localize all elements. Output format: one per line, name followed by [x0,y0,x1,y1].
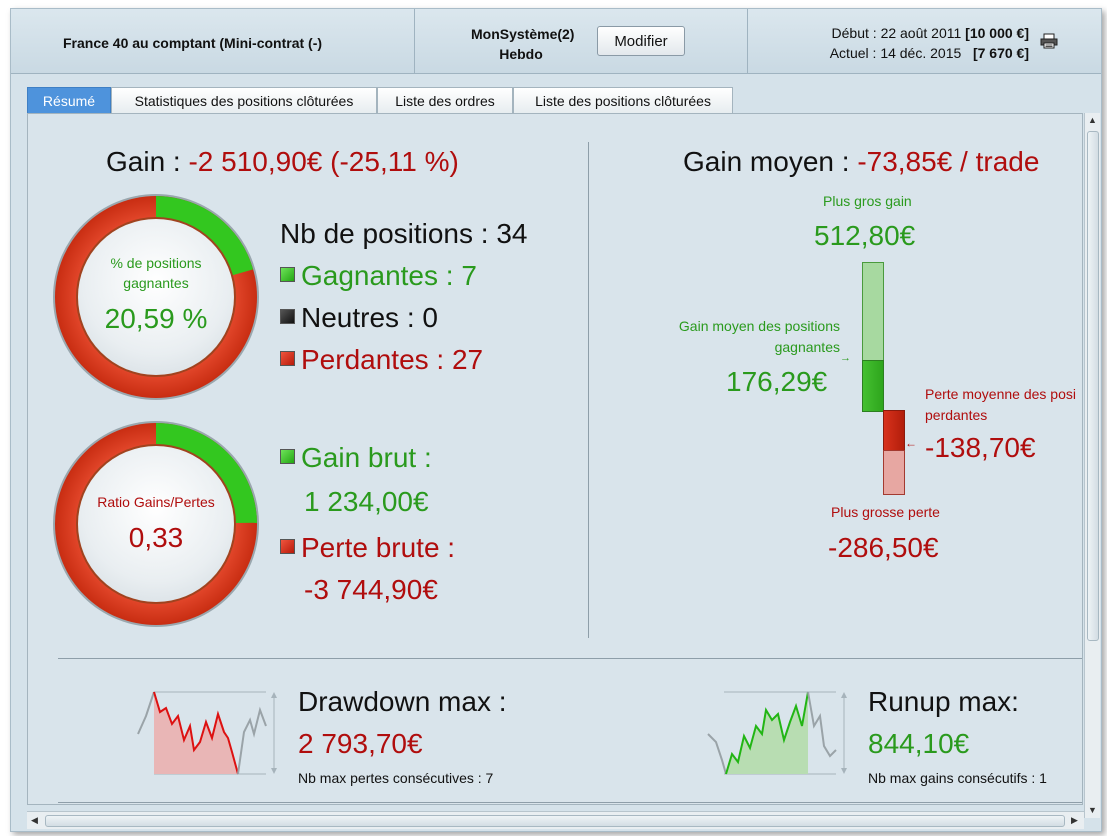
runup-value: 844,10€ [868,728,970,759]
win-rate-value: 20,59 % [104,303,208,334]
biggest-gain-bar [862,262,884,362]
tab-closed-stats[interactable]: Statistiques des positions clôturées [111,87,377,114]
scroll-left-icon[interactable]: ◀ [31,815,38,825]
average-loss-label-line2: perdantes [925,407,988,423]
modify-button[interactable]: Modifier [597,26,685,56]
neutral-swatch [280,309,295,325]
system-name: MonSystème(2) [471,26,575,42]
instrument-name: France 40 au comptant (Mini-contrat (-) [63,35,323,51]
vertical-scrollbar[interactable]: ▲ ▼ [1084,113,1100,818]
biggest-loss-bar [883,450,905,495]
drawdown-value: 2 793,70€ [298,728,423,759]
neutral-text: Neutres : 0 [301,302,438,333]
average-win-pointer: → [840,352,851,364]
gross-gain-label: Gain brut : [280,442,432,474]
system-period: Hebdo [499,46,543,62]
average-win-label-line1: Gain moyen des positions [678,318,840,334]
average-loss-bar [883,410,905,452]
average-win-label-line2: gagnantes [774,339,840,355]
horizontal-scroll-thumb[interactable] [45,815,1065,827]
vertical-scroll-thumb[interactable] [1087,131,1099,641]
gross-loss-label: Perte brute : [280,532,455,564]
scroll-right-icon[interactable]: ▶ [1071,815,1078,825]
losing-text: Perdantes : 27 [301,344,484,375]
win-rate-donut: % de positions gagnantes 20,59 % [51,192,261,402]
drawdown-label: Drawdown max : [298,686,507,717]
win-rate-label: % de positions gagnantes [110,255,202,291]
biggest-gain-value: 512,80€ [814,220,916,251]
biggest-gain-label: Plus gros gain [823,193,912,209]
runup-label: Runup max: [868,686,1019,717]
system-info: MonSystème(2) Hebdo [471,24,575,64]
start-label: Début : [831,25,877,41]
printer-icon[interactable] [1040,33,1058,49]
tab-orders[interactable]: Liste des ordres [377,87,513,114]
drawdown-consecutive: Nb max pertes consécutives : 7 [298,770,494,786]
winning-count: Gagnantes : 7 [280,260,477,292]
average-label: Gain moyen : [683,146,850,177]
losing-count: Perdantes : 27 [280,344,483,376]
date-info: Début : 22 août 2011 [10 000 €] Actuel :… [830,23,1029,63]
average-win-label: Gain moyen des positions gagnantes [628,316,840,358]
tab-resume[interactable]: Résumé [27,87,111,114]
horizontal-scrollbar[interactable]: ◀ ▶ [27,811,1084,829]
losing-swatch [280,351,295,367]
system-cell: MonSystème(2) Hebdo Modifier [415,9,748,73]
win-rate-center: % de positions gagnantes 20,59 % [78,219,234,375]
gain-label: Gain : [106,146,181,177]
start-date: 22 août 2011 [880,25,962,41]
current-value: [7 670 €] [972,45,1029,61]
gross-loss-value: -3 744,90€ [304,574,438,605]
tab-closed-positions[interactable]: Liste des positions clôturées [513,87,733,114]
gross-gain-swatch [280,449,295,465]
average-loss-label-line1: Perte moyenne des posi [925,386,1076,402]
ratio-label: Ratio Gains/Pertes [97,494,215,510]
start-value: [10 000 €] [965,25,1029,41]
summary-panel: Gain : -2 510,90€ (-25,11 %) % de positi… [27,113,1083,805]
average-win-value: 176,29€ [726,366,828,397]
ratio-value: 0,33 [128,522,184,553]
bottom-divider [58,802,1082,803]
horizontal-divider [58,658,1082,659]
average-loss-value: -138,70€ [925,432,1036,463]
ratio-donut: Ratio Gains/Pertes 0,33 [51,419,261,629]
scroll-up-icon[interactable]: ▲ [1088,115,1097,125]
dates-cell: Début : 22 août 2011 [10 000 €] Actuel :… [748,9,1101,73]
gross-loss-label-text: Perte brute : [301,532,456,563]
gain-headline: Gain : -2 510,90€ (-25,11 %) [106,146,459,178]
biggest-loss-value: -286,50€ [828,532,939,563]
winning-swatch [280,267,295,283]
gross-gain-value: 1 234,00€ [304,486,429,517]
scroll-down-icon[interactable]: ▼ [1088,805,1097,815]
current-label: Actuel : [829,45,877,61]
drawdown-sparkline [137,691,277,775]
neutral-count: Neutres : 0 [280,302,438,334]
average-win-bar [862,360,884,412]
positions-count: Nb de positions : 34 [280,218,528,249]
winning-text: Gagnantes : 7 [301,260,477,291]
average-headline: Gain moyen : -73,85€ / trade [683,146,1039,178]
gross-gain-label-text: Gain brut : [301,442,432,473]
ratio-center: Ratio Gains/Pertes 0,33 [78,446,234,602]
gross-loss-swatch [280,539,295,555]
runup-sparkline [707,691,847,775]
average-value: -73,85€ / trade [857,146,1040,177]
biggest-loss-label: Plus grosse perte [831,504,940,520]
gain-value: -2 510,90€ (-25,11 %) [188,146,459,177]
average-loss-label: Perte moyenne des posi perdantes [925,384,1076,426]
average-loss-pointer: ← [905,436,917,450]
header-bar: France 40 au comptant (Mini-contrat (-) … [11,9,1101,74]
runup-consecutive: Nb max gains consécutifs : 1 [868,770,1047,786]
current-date: 14 déc. 2015 [880,45,962,61]
vertical-divider [588,142,589,638]
instrument-cell: France 40 au comptant (Mini-contrat (-) [11,9,415,73]
app-window: France 40 au comptant (Mini-contrat (-) … [10,8,1102,832]
